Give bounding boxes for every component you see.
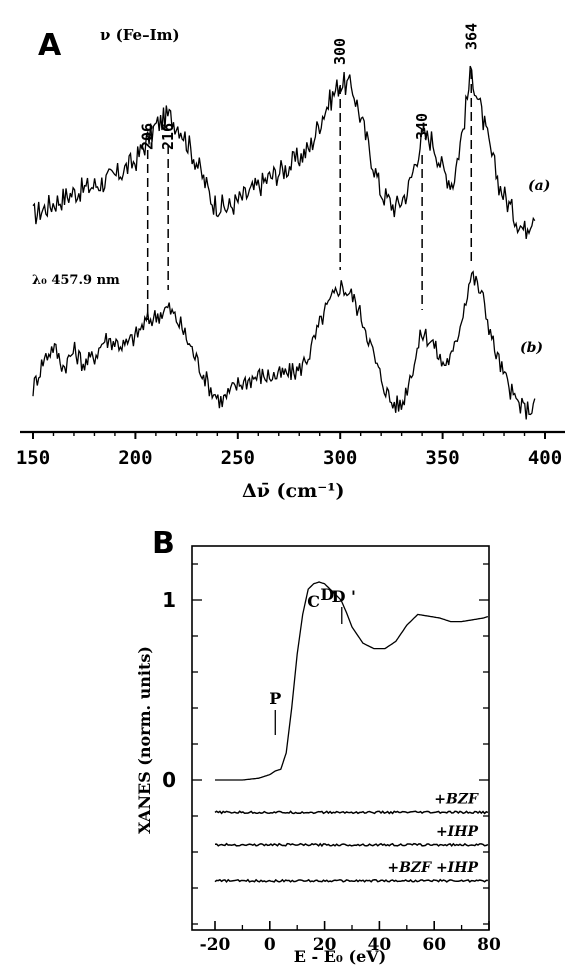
panel-b-feature-label: P [269,689,281,708]
panel-a: A ν (Fe–Im) λ₀ 457.9 nm 150 200 250 300 350 4… [16,23,565,502]
panel-a-x-ticks: 150 200 250 300 350 400 [16,432,562,469]
panel-b-difference-label: +IHP [436,824,479,840]
panel-b-feature-labels: PC DD ' [269,585,356,735]
panel-b-x-tick-label: -20 [200,935,231,955]
panel-b-y-tick-label: 0 [162,768,176,792]
panel-b-x-tick-label: 80 [477,935,501,955]
panel-b-difference-line [214,810,489,815]
panel-a-series-b-line [32,270,536,420]
panel-b-ticks: -20 0 20 40 60 80 0 1 [162,563,501,955]
panel-b-difference-line [214,878,488,883]
panel-b-y-tick-label: 1 [162,588,176,612]
panel-a-x-axis-label: Δν̄ (cm⁻¹) [242,480,345,502]
panel-a-title: ν (Fe–Im) [100,26,180,44]
panel-a-x-tick-label: 250 [221,447,255,469]
panel-b-difference-label: +BZF +IHP [387,860,478,876]
panel-b-difference-line [214,842,489,848]
panel-a-series-a-line [32,65,536,239]
panel-b-x-axis-label: E - E₀ (eV) [294,947,386,966]
panel-a-x-tick-label: 300 [323,447,357,469]
wavelength-label: λ₀ 457.9 nm [32,273,120,288]
panel-b-x-tick-label: 40 [368,935,392,955]
panel-a-x-tick-label: 200 [118,447,152,469]
panel-b-y-axis-label: XANES (norm. units) [135,646,154,834]
panel-a-peak-label-216: 216 [159,123,177,150]
panel-b-feature-label: D ' [332,587,356,606]
panel-a-series: (a) (b) [32,65,550,420]
panel-b-difference-label: +BZF [434,791,479,807]
panel-a-series-b-label: (b) [520,340,543,356]
panel-a-peak-label-364: 364 [462,23,480,50]
panel-b-feature-label: C [307,592,320,611]
panel-a-x-tick-label: 150 [16,447,50,469]
panel-b-x-tick-label: 0 [264,935,276,955]
panel-b-x-tick-label: 20 [313,935,337,955]
panel-b-xanes-line [215,581,489,781]
panel-a-x-tick-label: 350 [425,447,459,469]
panel-b-x-tick-label: 60 [422,935,446,955]
panel-b-plot-frame [191,545,490,931]
panel-b-series: +BZF +IHP +BZF +IHP [214,581,489,883]
panel-a-series-a-label: (a) [528,178,550,194]
panel-a-peak-label-300: 300 [331,38,349,65]
panel-a-x-tick-label: 400 [528,447,562,469]
panel-a-label: A [38,28,62,63]
panel-b-label: B [152,526,175,561]
